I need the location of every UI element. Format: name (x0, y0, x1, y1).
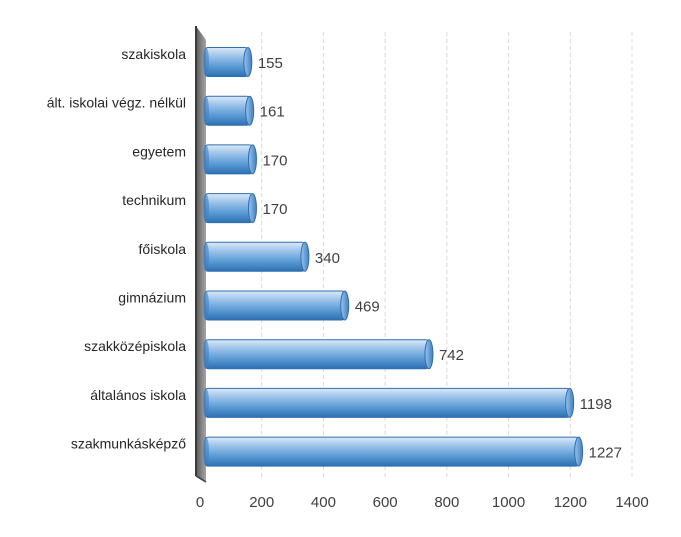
bar-end-cap (243, 47, 253, 77)
bar (204, 144, 253, 175)
category-label: ált. iskolai végz. nélkül (47, 95, 186, 111)
bar-end-cap (565, 387, 575, 418)
axis-wall-panel (196, 26, 206, 482)
bar-start-cap (203, 47, 209, 77)
category-label: egyetem (132, 143, 186, 159)
bar (204, 387, 571, 418)
bar (204, 290, 346, 321)
x-tick-label: 1000 (492, 494, 525, 511)
value-label: 1227 (589, 445, 622, 462)
bar (204, 95, 251, 126)
bar-end-cap (424, 339, 434, 370)
value-label: 170 (262, 201, 287, 218)
value-label: 340 (315, 250, 340, 267)
value-label: 1198 (580, 396, 612, 413)
x-axis-ticks: 0 200 400 600 800 1000 1200 1400 (196, 494, 649, 511)
x-tick-label: 800 (434, 494, 459, 511)
category-label: általános iskola (90, 387, 186, 403)
value-label: 155 (258, 55, 283, 72)
bar (204, 193, 253, 224)
bar (204, 47, 249, 77)
bar-start-cap (203, 388, 209, 418)
bar-end-cap (574, 436, 584, 467)
bar-end-cap (245, 95, 255, 126)
value-label: 742 (439, 347, 464, 364)
bar (204, 241, 306, 272)
bar-end-cap (340, 290, 350, 321)
bars-layer (203, 47, 584, 467)
labels-layer: szakiskola 155 ált. iskolai végz. nélkül 16… (47, 46, 622, 462)
x-tick-label: 1200 (554, 494, 587, 511)
value-label: 170 (262, 152, 287, 169)
category-label: szakközépiskola (84, 338, 186, 354)
category-label: szakmunkásképző (71, 436, 186, 452)
value-label: 469 (355, 299, 380, 316)
x-tick-label: 200 (249, 494, 274, 511)
bar-start-cap (203, 291, 209, 320)
bar-start-cap (203, 339, 209, 369)
x-axis-floor-edge (195, 475, 207, 483)
bar-start-cap (203, 144, 209, 174)
x-tick-label: 400 (311, 494, 336, 511)
category-label: technikum (122, 192, 186, 208)
bar-end-cap (247, 193, 257, 224)
bar-start-cap (203, 96, 209, 126)
bar-end-cap (300, 241, 310, 272)
x-tick-label: 1400 (615, 494, 648, 511)
x-tick-label: 0 (196, 494, 204, 511)
bar-end-cap (247, 144, 257, 175)
bar-start-cap (203, 193, 209, 223)
bar (204, 436, 580, 467)
value-label: 161 (260, 104, 285, 121)
bar-start-cap (203, 437, 209, 467)
category-label: főiskola (139, 241, 187, 257)
bar-start-cap (203, 242, 209, 272)
x-tick-label: 600 (373, 494, 398, 511)
axis-wall (195, 26, 207, 483)
category-label: gimnázium (118, 290, 186, 306)
bar (204, 339, 430, 370)
category-label: szakiskola (121, 46, 186, 62)
